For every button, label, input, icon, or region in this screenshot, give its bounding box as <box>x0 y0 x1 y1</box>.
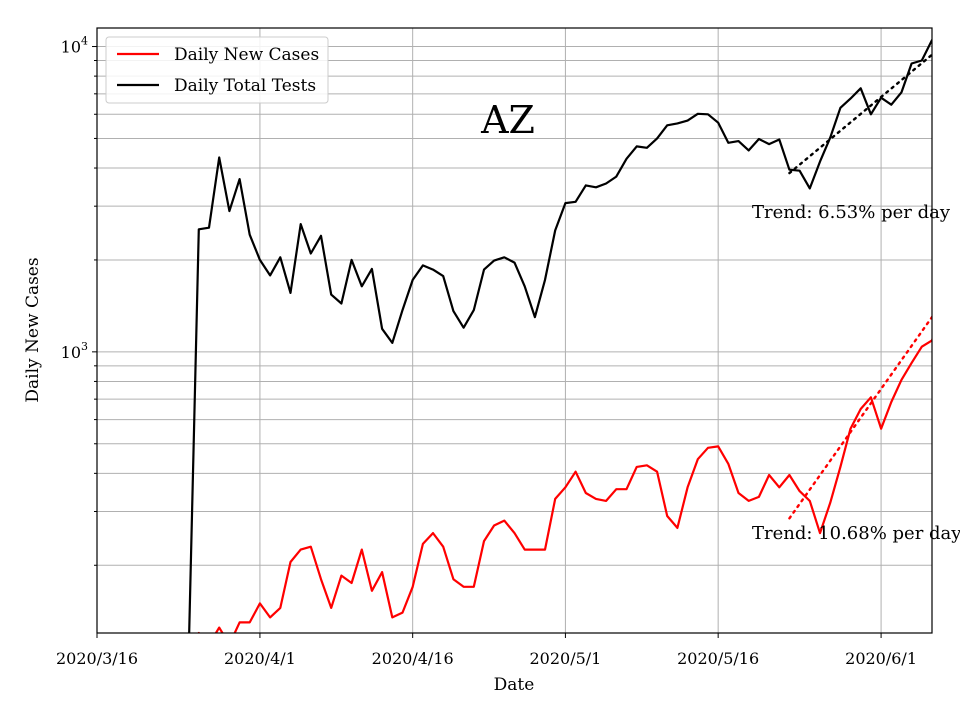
y-tick-label: 103 <box>61 340 88 362</box>
x-tick-label: 2020/5/1 <box>529 649 601 668</box>
legend-label-cases: Daily New Cases <box>174 45 319 65</box>
legend-box <box>105 36 329 104</box>
trend-label-cases: Trend: 10.68% per day <box>752 523 960 544</box>
x-tick-label: 2020/5/16 <box>677 649 759 668</box>
series-line-daily-new-cases <box>197 336 932 633</box>
y-tick-label-base: 10 <box>61 343 81 362</box>
trend-layer <box>788 53 932 520</box>
legend-label-tests: Daily Total Tests <box>174 76 316 96</box>
plot-frame <box>96 27 933 634</box>
x-tick-label: 2020/4/16 <box>372 649 454 668</box>
x-axis-label: Date <box>494 675 535 695</box>
series-line-daily-total-tests <box>188 38 932 633</box>
grid-lines <box>96 28 932 633</box>
y-axis-label: Daily New Cases <box>23 257 43 402</box>
state-annotation: AZ <box>480 98 535 142</box>
y-tick-label-base: 10 <box>61 38 81 57</box>
y-tick-label-exponent: 4 <box>81 35 88 48</box>
y-tick-label: 104 <box>61 35 88 57</box>
series-layer <box>188 38 932 633</box>
x-tick-label: 2020/3/16 <box>56 649 138 668</box>
axis-ticks: 2020/3/16 2020/4/1 2020/4/16 2020/5/1 2020/5… <box>56 35 917 668</box>
x-tick-label: 2020/6/1 <box>845 649 917 668</box>
y-tick-label-exponent: 3 <box>81 340 88 353</box>
trend-line-tests <box>788 53 932 175</box>
legend: Daily New Cases Daily Total Tests <box>105 36 329 104</box>
trend-line-cases <box>788 315 932 520</box>
trend-label-tests: Trend: 6.53% per day <box>752 202 951 223</box>
x-tick-label: 2020/4/1 <box>224 649 296 668</box>
